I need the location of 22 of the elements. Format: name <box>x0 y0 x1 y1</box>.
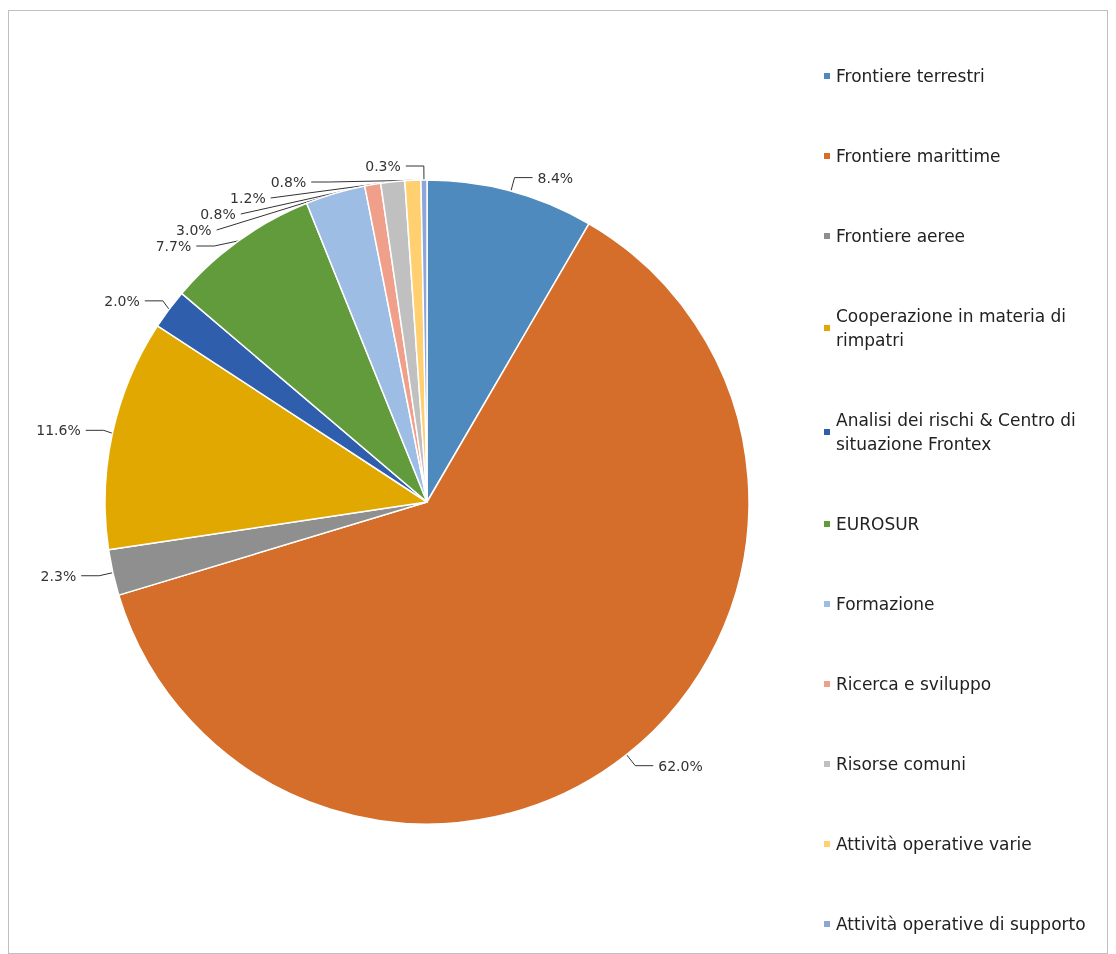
legend-label: Attività operative varie <box>836 834 1032 854</box>
legend-label: Attività operative di supporto <box>836 914 1086 934</box>
data-label: 0.8% <box>270 174 307 191</box>
data-label: 0.8% <box>200 206 236 223</box>
legend-label: Frontiere marittime <box>836 146 1001 166</box>
legend-label: Analisi dei rischi & Centro di situazione Frontex <box>836 410 1082 454</box>
legend-label: Frontiere aeree <box>836 226 966 246</box>
legend-label: Risorse comuni <box>836 754 967 774</box>
data-label: 3.0% <box>176 222 212 239</box>
data-label: 2.0% <box>104 292 140 309</box>
data-label: 0.3% <box>365 158 401 175</box>
data-label: 2.3% <box>40 567 77 584</box>
legend-label: Cooperazione in materia di rimpatri <box>836 306 1072 350</box>
data-label: 1.2% <box>230 190 266 207</box>
legend-label: EUROSUR <box>836 514 920 534</box>
legend-label: Ricerca e sviluppo <box>836 674 992 694</box>
data-label: 7.7% <box>155 238 192 255</box>
legend-label: Formazione <box>836 594 935 614</box>
data-label: 11.6% <box>36 422 81 439</box>
data-label: 62.0% <box>658 757 703 774</box>
data-label: 8.4% <box>537 169 574 186</box>
legend-label: Frontiere terrestri <box>836 66 985 86</box>
